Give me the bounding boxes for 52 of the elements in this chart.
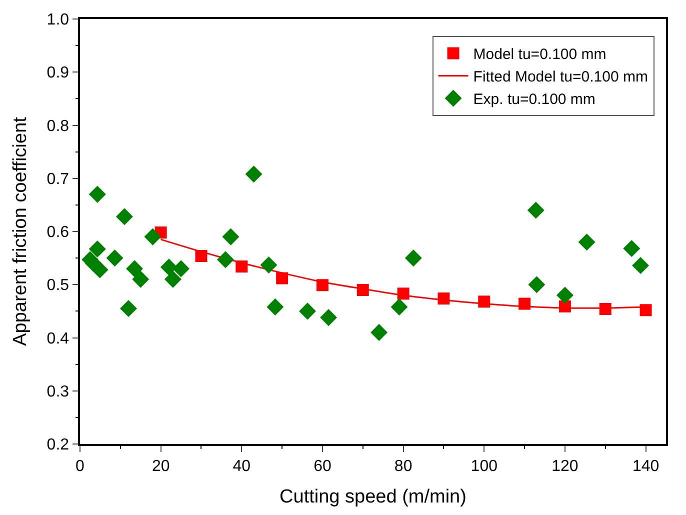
point [556, 286, 574, 304]
point [245, 166, 262, 182]
point [160, 258, 178, 276]
point [116, 208, 133, 225]
point [299, 302, 316, 320]
point [405, 250, 422, 266]
point [260, 256, 278, 274]
y-axis-title: Apparent friction coefficient [10, 116, 32, 346]
point [276, 272, 288, 284]
x-tick-label: 120 [552, 458, 578, 475]
x-tick-label: 40 [232, 458, 251, 475]
x-tick-label: 100 [470, 458, 498, 475]
x-tick-label: 140 [632, 458, 660, 475]
x-tick-label: 0 [76, 458, 85, 475]
point [623, 240, 640, 257]
point [578, 234, 596, 250]
point [370, 324, 388, 341]
y-tick-label: 0.2 [46, 436, 70, 454]
y-tick-label: 0.5 [46, 277, 70, 294]
point [106, 250, 124, 266]
point [640, 304, 652, 316]
legend-label: Exp. tu=0.100 mm [473, 91, 596, 108]
point [132, 271, 149, 288]
point [164, 271, 182, 288]
y-tick-label: 0.7 [46, 170, 70, 188]
point [172, 260, 190, 277]
y-tick-label: 0.9 [46, 64, 70, 82]
legend-label: Fitted Model tu=0.100 mm [473, 68, 648, 86]
point [89, 240, 106, 258]
y-tick-label: 0.8 [46, 118, 70, 135]
y-tick-label: 0.6 [46, 224, 70, 242]
x-axis-title: Cutting speed (m/min) [280, 486, 466, 508]
point [120, 300, 137, 317]
y-tick-label: 0.3 [46, 383, 70, 400]
point [632, 257, 649, 274]
y-tick-label: 1.0 [46, 12, 70, 29]
point [217, 251, 234, 268]
point [320, 309, 337, 326]
point [390, 298, 408, 316]
point [92, 261, 108, 278]
point [222, 228, 240, 246]
y-tick-label: 0.4 [46, 330, 70, 348]
point [144, 228, 162, 246]
x-tick-label: 60 [314, 458, 332, 475]
point [528, 202, 544, 219]
point [89, 186, 106, 203]
point [126, 260, 143, 277]
point [266, 298, 284, 316]
point [528, 276, 545, 293]
x-tick-label: 20 [152, 458, 170, 475]
x-tick-label: 80 [394, 458, 412, 475]
legend-label: Model tu=0.100 mm [473, 46, 606, 64]
